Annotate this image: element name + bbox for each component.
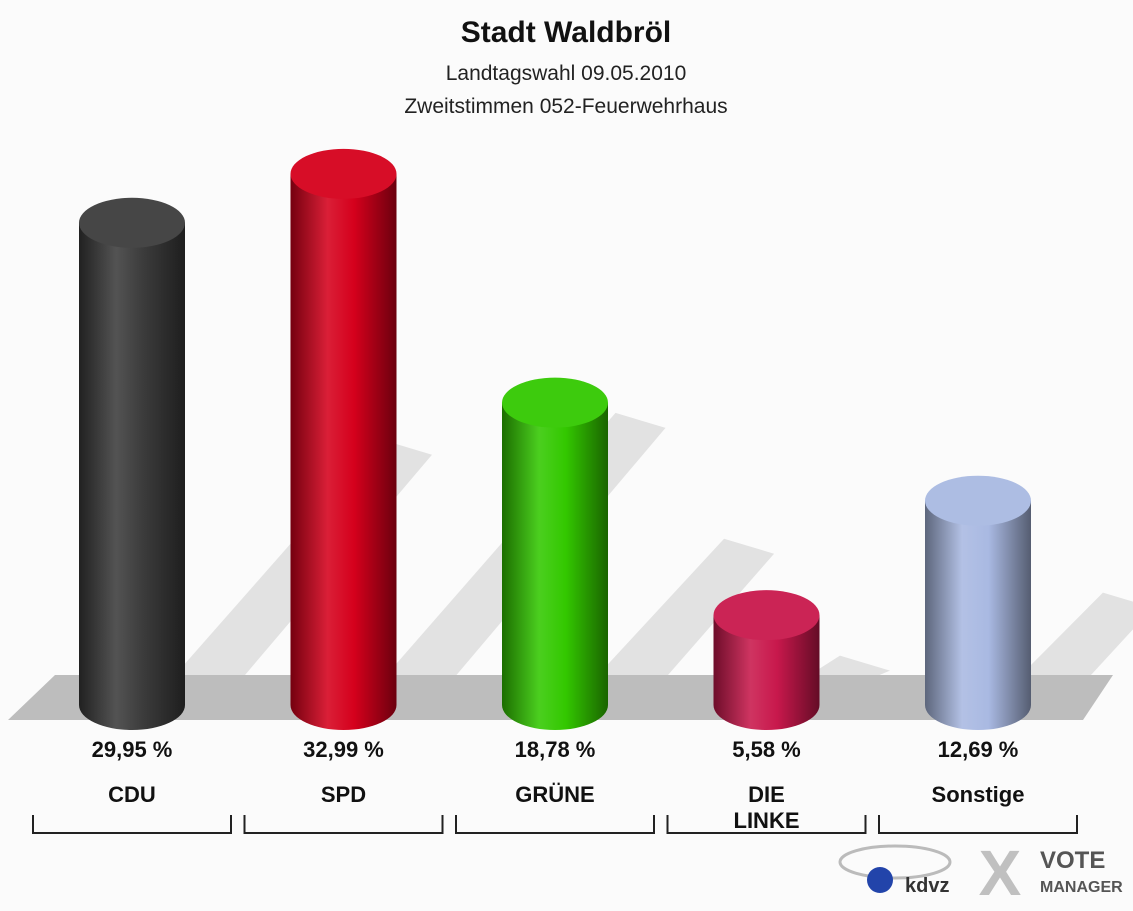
logo-text: VOTE (1040, 847, 1105, 874)
chart-title: Stadt Waldbröl (461, 16, 672, 49)
logo-text: kdvz (905, 875, 949, 897)
logo-swoosh (838, 844, 952, 880)
bar-shadow (598, 538, 775, 675)
bar (925, 500, 1031, 730)
bar-top (713, 590, 820, 641)
x-tick-label: GRÜNE (515, 782, 595, 807)
logo-x: X (979, 837, 1022, 909)
logo-text: MANAGER (1040, 879, 1123, 896)
x-tick-label: CDU (108, 782, 156, 807)
bar-top (290, 148, 397, 199)
category-bracket (878, 815, 1078, 834)
chart-subtitle: Landtagswahl 09.05.2010 (446, 62, 687, 85)
bar-shadow (809, 655, 890, 675)
data-label: 18,78 % (514, 737, 596, 762)
data-label: 32,99 % (303, 737, 384, 762)
x-tick-label: Sonstige (931, 782, 1025, 807)
bar-shadow (1021, 592, 1133, 675)
x-tick-label: SPD (320, 782, 367, 807)
data-label: 12,69 % (937, 737, 1019, 762)
x-tick-label: DIE LINKE (733, 782, 800, 833)
data-label: 29,95 % (91, 737, 173, 762)
category-bracket (243, 815, 444, 834)
category-bracket (32, 815, 232, 834)
category-bracket (455, 815, 655, 834)
bar (79, 222, 185, 730)
bar-top (79, 197, 185, 248)
bar-top (502, 377, 608, 428)
chart-subtitle: Zweitstimmen 052-Feuerwehrhaus (404, 95, 727, 118)
bar-top (925, 475, 1031, 526)
logo-ball (867, 867, 893, 893)
bar (713, 615, 820, 730)
data-label: 5,58 % (732, 737, 801, 762)
category-bracket (666, 815, 867, 834)
bar (502, 402, 608, 730)
bar (290, 173, 397, 731)
